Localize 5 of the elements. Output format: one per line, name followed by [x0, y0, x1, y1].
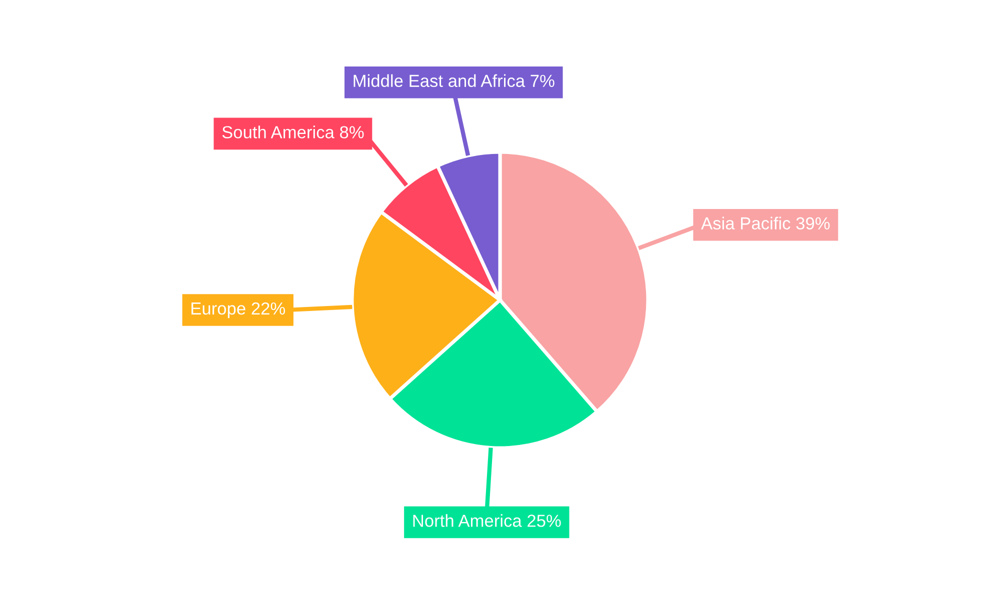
slice-label: Europe 22%: [192, 302, 286, 318]
slice-label: Asia Pacific 39%: [701, 216, 830, 230]
slice-label: Middle East and Africa 7%: [354, 74, 554, 88]
slice-label: North America 25%: [413, 514, 561, 527]
slice-label: South America 8%: [222, 126, 364, 138]
